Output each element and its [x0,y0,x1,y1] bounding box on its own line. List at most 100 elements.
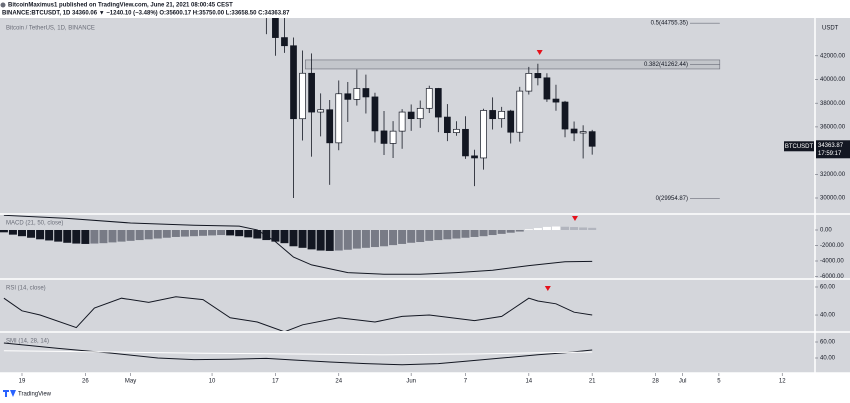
histogram-bar [253,229,262,239]
y-tick-label: 40.00 [820,313,836,319]
histogram-bar [380,229,389,247]
candle-body [525,73,533,92]
pane-title: Bitcoin / TetherUS, 1D, BINANCE [6,26,95,32]
indicator-line [3,215,593,275]
histogram-bar [171,229,180,237]
candle-body [308,72,315,113]
candle-body [552,98,560,103]
histogram-bar [235,229,244,237]
y-tick-label: -2000.00 [820,243,844,249]
candle-body [543,77,551,100]
histogram-bar [72,229,81,244]
last-price-tag [816,140,850,159]
histogram-bar [81,229,90,244]
candle-body [353,88,361,100]
histogram-bar [325,229,334,251]
y-tick-label: 0.00 [820,228,832,234]
candle-body [516,90,524,133]
histogram-bar [416,229,425,243]
x-tick-label: 26 [82,379,89,385]
histogram-bar [271,229,280,242]
candle-body [263,3,269,7]
histogram-bar [570,227,579,230]
histogram-bar [524,229,533,230]
x-tick-label: 12 [779,379,786,385]
histogram-bar [352,229,361,249]
candle-body [371,96,379,132]
histogram-bar [398,229,407,244]
pane: 0.5(44755.35) 0.382(41262.44) 0(29954.87) B… [6,3,721,202]
histogram-bar [452,229,461,239]
candle-body [299,72,306,120]
histogram-bar [579,227,588,230]
histogram-bar [389,229,398,246]
candle-body [362,88,370,98]
histogram-bar [298,229,307,248]
histogram-bar [497,229,506,234]
histogram-bar [506,229,515,233]
publisher-line: BitcoinMaximus1 published on TradingView… [8,3,233,9]
chart-background [0,18,850,373]
histogram-bar [244,229,253,238]
candle-body [326,109,334,144]
histogram-bar [135,229,144,241]
brand-logo [3,390,16,397]
y-tick-label: 40000.00 [820,77,846,83]
histogram-bar [289,229,298,247]
candle-body [425,88,433,109]
candle-body [507,110,515,133]
last-price-label: 34363.87 [818,143,844,149]
histogram-bar [189,229,198,237]
histogram-bar [90,229,99,244]
x-tick-label: 19 [19,379,26,385]
histogram-bar [361,229,370,248]
histogram-bar [27,229,36,238]
histogram-bar [425,229,434,241]
currency-label: USDT [822,26,839,32]
indicator-line [3,350,593,356]
histogram-bar [479,229,488,237]
candle-body [398,111,406,132]
histogram-bar [262,229,271,241]
candle-body [281,37,288,47]
histogram-bar [180,229,189,237]
histogram-bar [280,229,289,244]
histogram-bar [153,229,162,239]
histogram-bar [343,229,352,250]
pane: SMI (14, 28, 14) [3,339,593,366]
signal-marker [544,285,551,291]
y-tick-label: 60.00 [820,285,836,291]
x-tick-label: May [125,379,136,385]
histogram-bar [117,229,126,242]
y-tick-label: 42000.00 [820,53,846,59]
x-tick-label: 7 [464,379,468,385]
x-tick-label: 14 [525,379,532,385]
y-tick-label: 40.00 [820,356,836,362]
indicator-line [3,342,593,366]
candle-body [389,130,397,144]
fib-label: 0(29954.87) [656,196,688,202]
y-tick-label: -4000.00 [820,259,844,265]
candle-body [407,111,415,120]
histogram-bar [199,229,208,236]
candle-body [534,73,542,79]
symbol-label: BTCUSDT [785,144,814,150]
histogram-bar [470,229,479,237]
histogram-bar [99,229,108,244]
candle-body [561,101,569,130]
candle-body [570,128,578,134]
histogram-bar [533,228,542,230]
candle-body [588,131,596,147]
candle-body [489,110,496,120]
candle-body [272,18,279,38]
histogram-bar [144,229,153,240]
histogram-bar [443,229,452,240]
histogram-bar [217,229,226,236]
histogram-bar [108,229,117,243]
histogram-bar [551,226,560,230]
histogram-bar [63,229,72,243]
signal-marker [536,50,543,56]
histogram-bar [334,229,343,251]
candle-body [480,110,487,159]
